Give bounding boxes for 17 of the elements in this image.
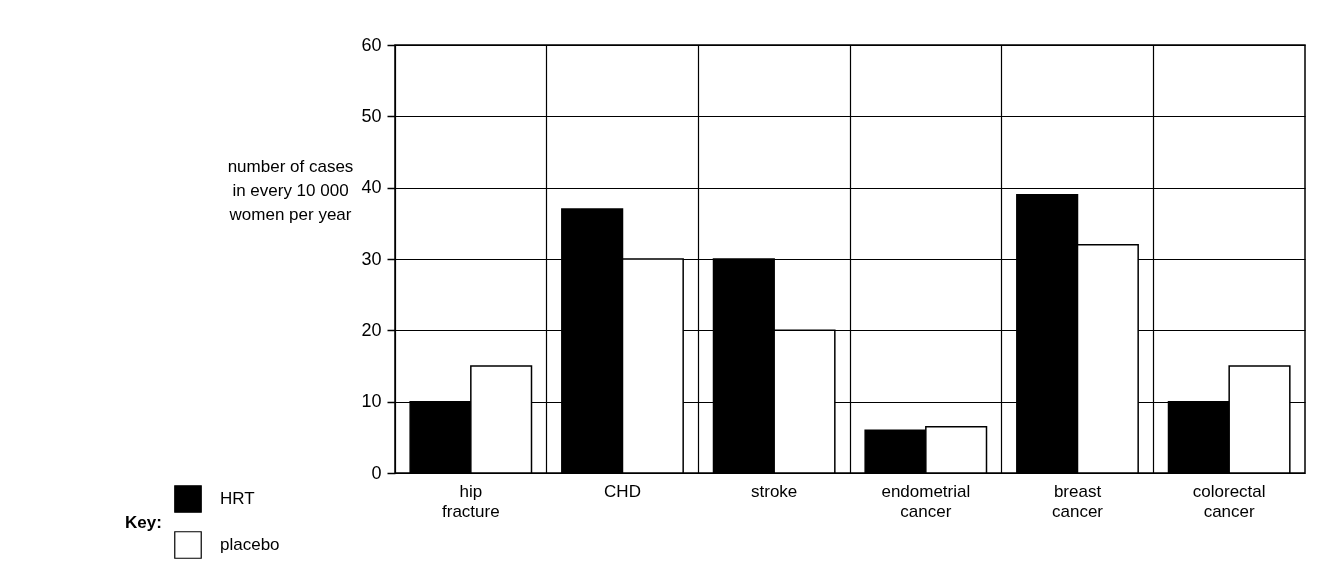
x-tick-label: endometrial cancer [881, 481, 971, 521]
y-tick-label: 40 [361, 177, 382, 198]
y-tick-label: 10 [361, 391, 382, 412]
y-axis-title: number of cases in every 10 000 women per year [227, 156, 354, 224]
y-tick-label: 50 [361, 105, 382, 126]
x-tick-label: CHD [604, 481, 641, 501]
legend-label: HRT [220, 489, 255, 508]
x-tick-label: breast cancer [1051, 481, 1104, 521]
x-tick-label: colorectal cancer [1192, 481, 1266, 521]
y-tick-label: 60 [361, 34, 382, 55]
y-tick-label: 20 [361, 319, 382, 340]
y-tick-label: 0 [371, 462, 382, 483]
x-tick-label: stroke [751, 481, 798, 501]
legend-label: placebo [220, 535, 280, 554]
y-tick-label: 30 [361, 248, 382, 269]
x-tick-label: hip fracture [442, 481, 500, 521]
legend-title: Key: [125, 513, 162, 532]
